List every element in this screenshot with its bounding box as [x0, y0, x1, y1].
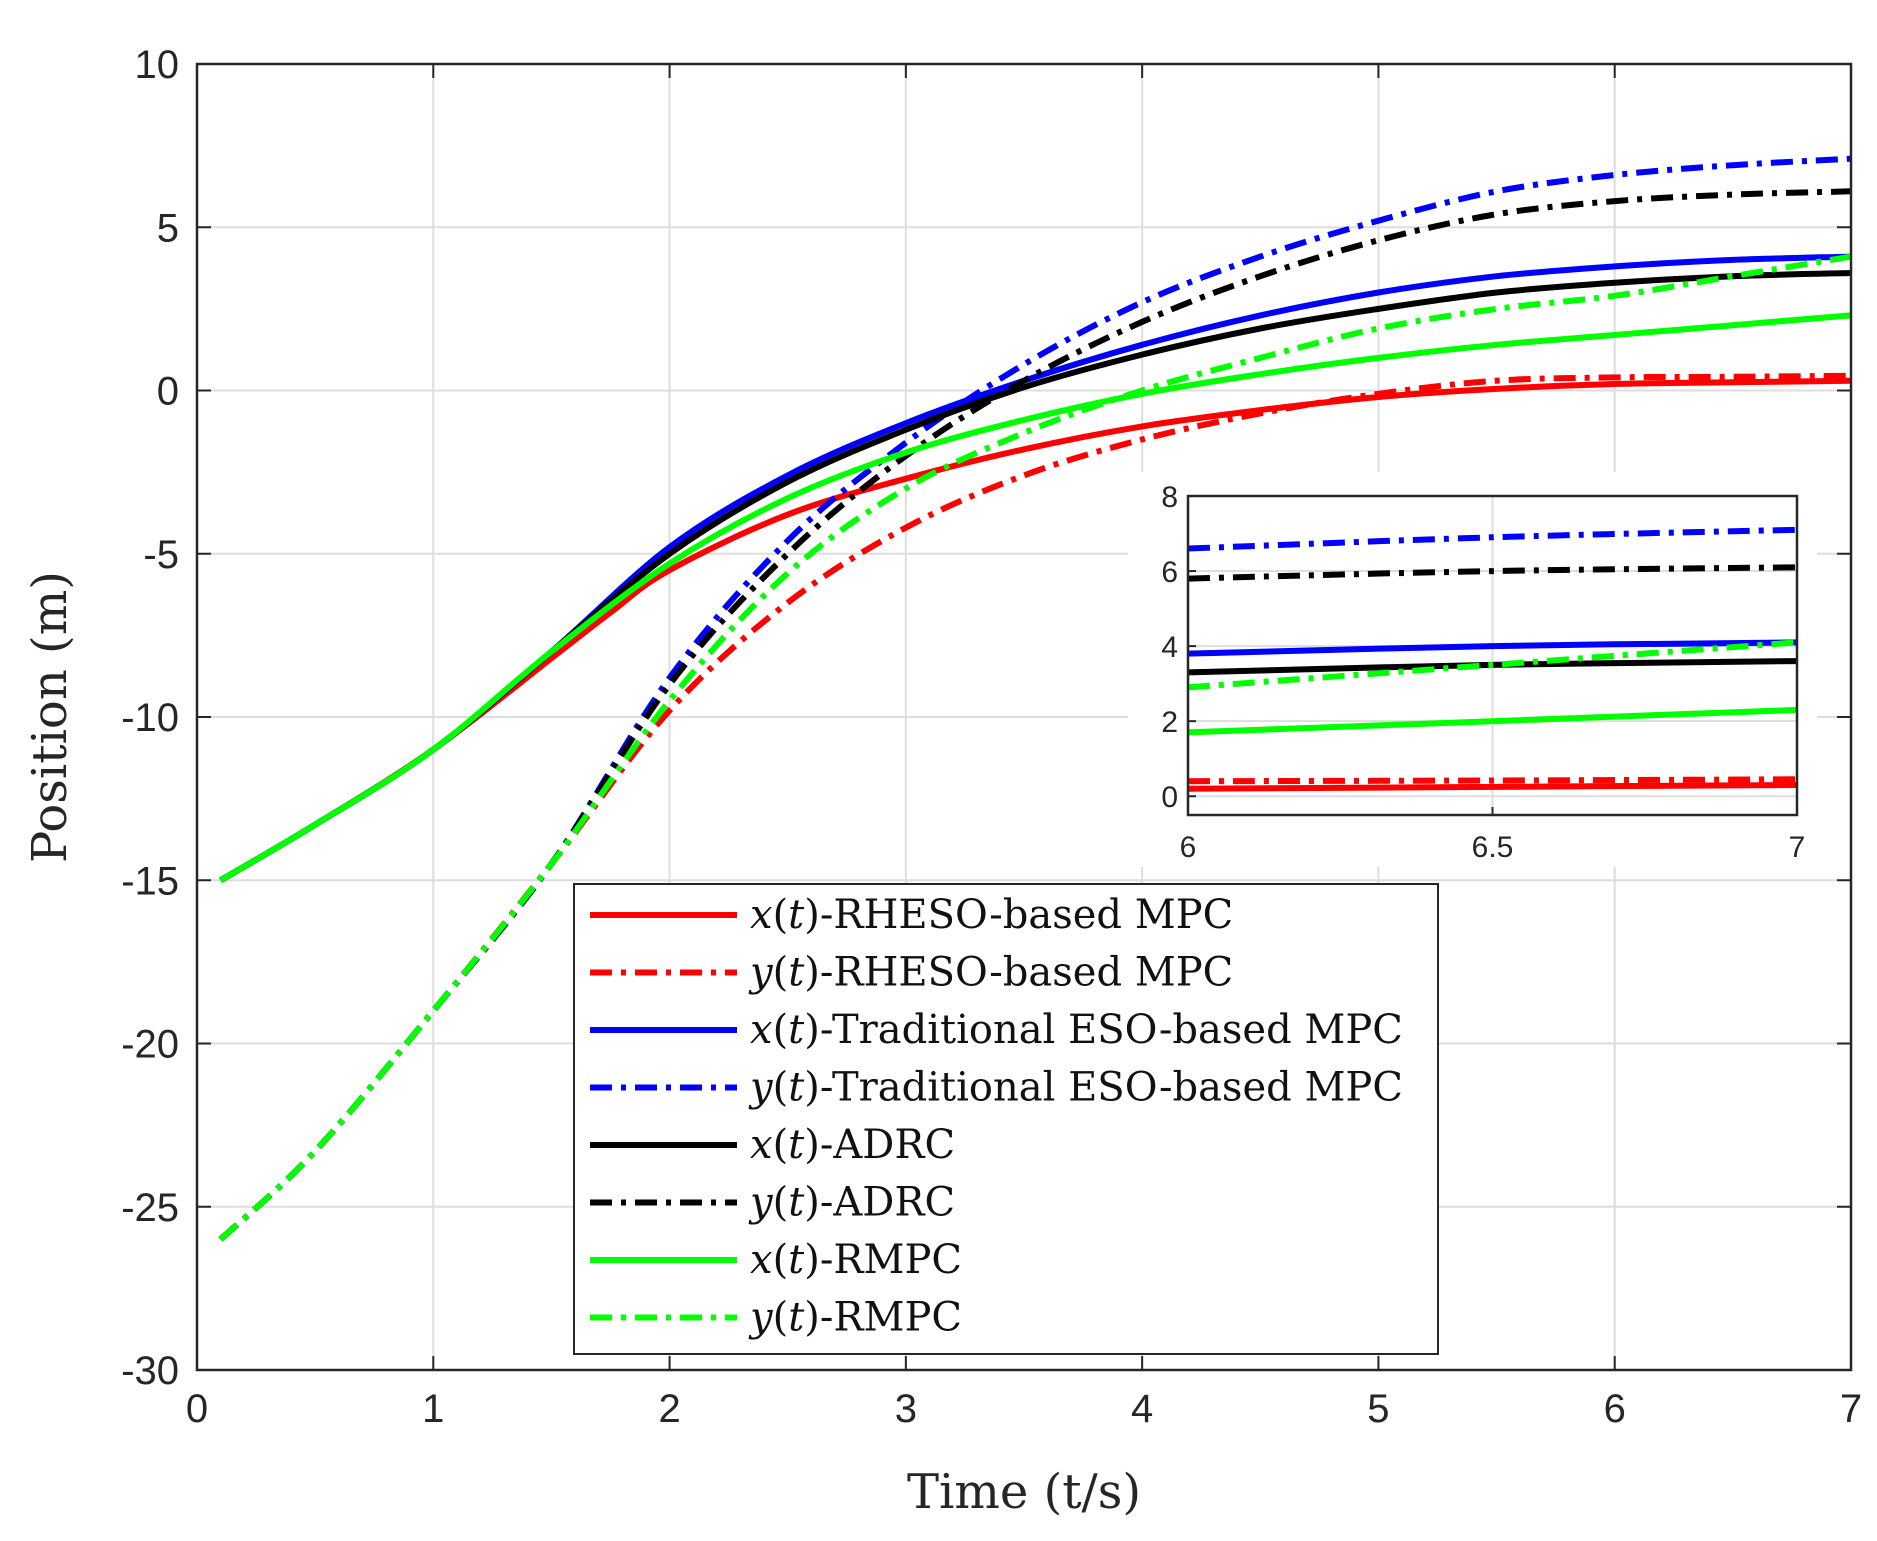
legend-item: y(t)-ADRC: [590, 1180, 955, 1226]
inset-series-line-x-t-rheso-based-mpc: [1187, 782, 1798, 792]
x-tick-label: 5: [1367, 1387, 1389, 1431]
y-tick-label: -25: [121, 1186, 179, 1230]
inset-ticks: 6 6.5 7 0 2 4 6 8: [1161, 481, 1805, 864]
x-tick-label: 3: [895, 1387, 917, 1431]
legend-label: x(t)-Traditional ESO-based MPC: [750, 1007, 1403, 1053]
inset-y-tick-label: 4: [1161, 631, 1178, 664]
legend-label: x(t)-RMPC: [750, 1237, 962, 1283]
legend-item: y(t)-RHESO-based MPC: [590, 950, 1233, 996]
inset-x-tick-label: 6.5: [1472, 831, 1514, 864]
series-line-y-t-rmpc: [218, 253, 1852, 1242]
x-axis-label: Time (t/s): [907, 1464, 1141, 1520]
y-tick-label: -5: [143, 533, 179, 577]
inset-y-tick-label: 6: [1161, 556, 1178, 589]
x-tick-label: 6: [1604, 1387, 1626, 1431]
y-axis-label: Position (m): [22, 571, 78, 863]
legend-item: x(t)-RMPC: [590, 1237, 962, 1283]
inset-x-tick-label: 6: [1180, 831, 1197, 864]
inset-series-line-x-t-rmpc: [1187, 706, 1798, 736]
inset-series: [1187, 526, 1798, 792]
inset-y-tick-label: 2: [1161, 706, 1178, 739]
x-tick-label: 1: [422, 1387, 444, 1431]
y-tick-label: 10: [135, 43, 180, 87]
x-tick-label: 2: [658, 1387, 680, 1431]
inset-series-line-x-t-traditional-eso-based-mpc: [1187, 639, 1798, 657]
main-ticks: 0 1 2 3 4 5 6 7 -30 -25 -20 -15 -10 -5 0 5 10: [121, 43, 1862, 1431]
y-tick-label: 0: [157, 370, 179, 414]
main-series: [218, 155, 1852, 1242]
legend-label: y(t)-ADRC: [748, 1180, 955, 1226]
inset-series-line-y-t-rheso-based-mpc: [1187, 776, 1798, 785]
legend-item: x(t)-ADRC: [590, 1122, 955, 1168]
y-tick-label: 5: [157, 206, 179, 250]
legend-label: x(t)-ADRC: [750, 1122, 955, 1168]
y-tick-label: -20: [121, 1023, 179, 1067]
legend-label: y(t)-Traditional ESO-based MPC: [748, 1065, 1403, 1111]
x-tick-label: 0: [186, 1387, 208, 1431]
inset-series-line-y-t-adrc: [1187, 564, 1798, 582]
inset-series-line-y-t-traditional-eso-based-mpc: [1187, 526, 1798, 552]
x-tick-label: 7: [1840, 1387, 1862, 1431]
inset-y-tick-label: 0: [1161, 781, 1178, 814]
legend-label: y(t)-RMPC: [748, 1295, 962, 1341]
x-tick-label: 4: [1131, 1387, 1153, 1431]
legend-items: x(t)-RHESO-based MPC y(t)-RHESO-based MPC…: [590, 892, 1403, 1341]
y-tick-label: -15: [121, 859, 179, 903]
legend-box: [573, 883, 1439, 1355]
y-tick-label: -10: [121, 696, 179, 740]
legend-label: x(t)-RHESO-based MPC: [750, 892, 1233, 938]
series-line-x-t-rmpc: [219, 312, 1852, 883]
legend: x(t)-RHESO-based MPC y(t)-RHESO-based MPC…: [573, 883, 1439, 1355]
y-tick-label: -30: [121, 1349, 179, 1393]
legend-item: y(t)-Traditional ESO-based MPC: [590, 1065, 1403, 1111]
inset-y-tick-label: 8: [1161, 481, 1178, 514]
inset-x-tick-label: 7: [1789, 831, 1806, 864]
legend-label: y(t)-RHESO-based MPC: [748, 950, 1233, 996]
legend-item: x(t)-RHESO-based MPC: [590, 892, 1233, 938]
inset-series-line-y-t-rmpc: [1187, 639, 1798, 691]
legend-item: y(t)-RMPC: [590, 1295, 962, 1341]
inset-zoom: 6 6.5 7 0 2 4 6 8: [1128, 472, 1817, 867]
legend-item: x(t)-Traditional ESO-based MPC: [590, 1007, 1403, 1053]
